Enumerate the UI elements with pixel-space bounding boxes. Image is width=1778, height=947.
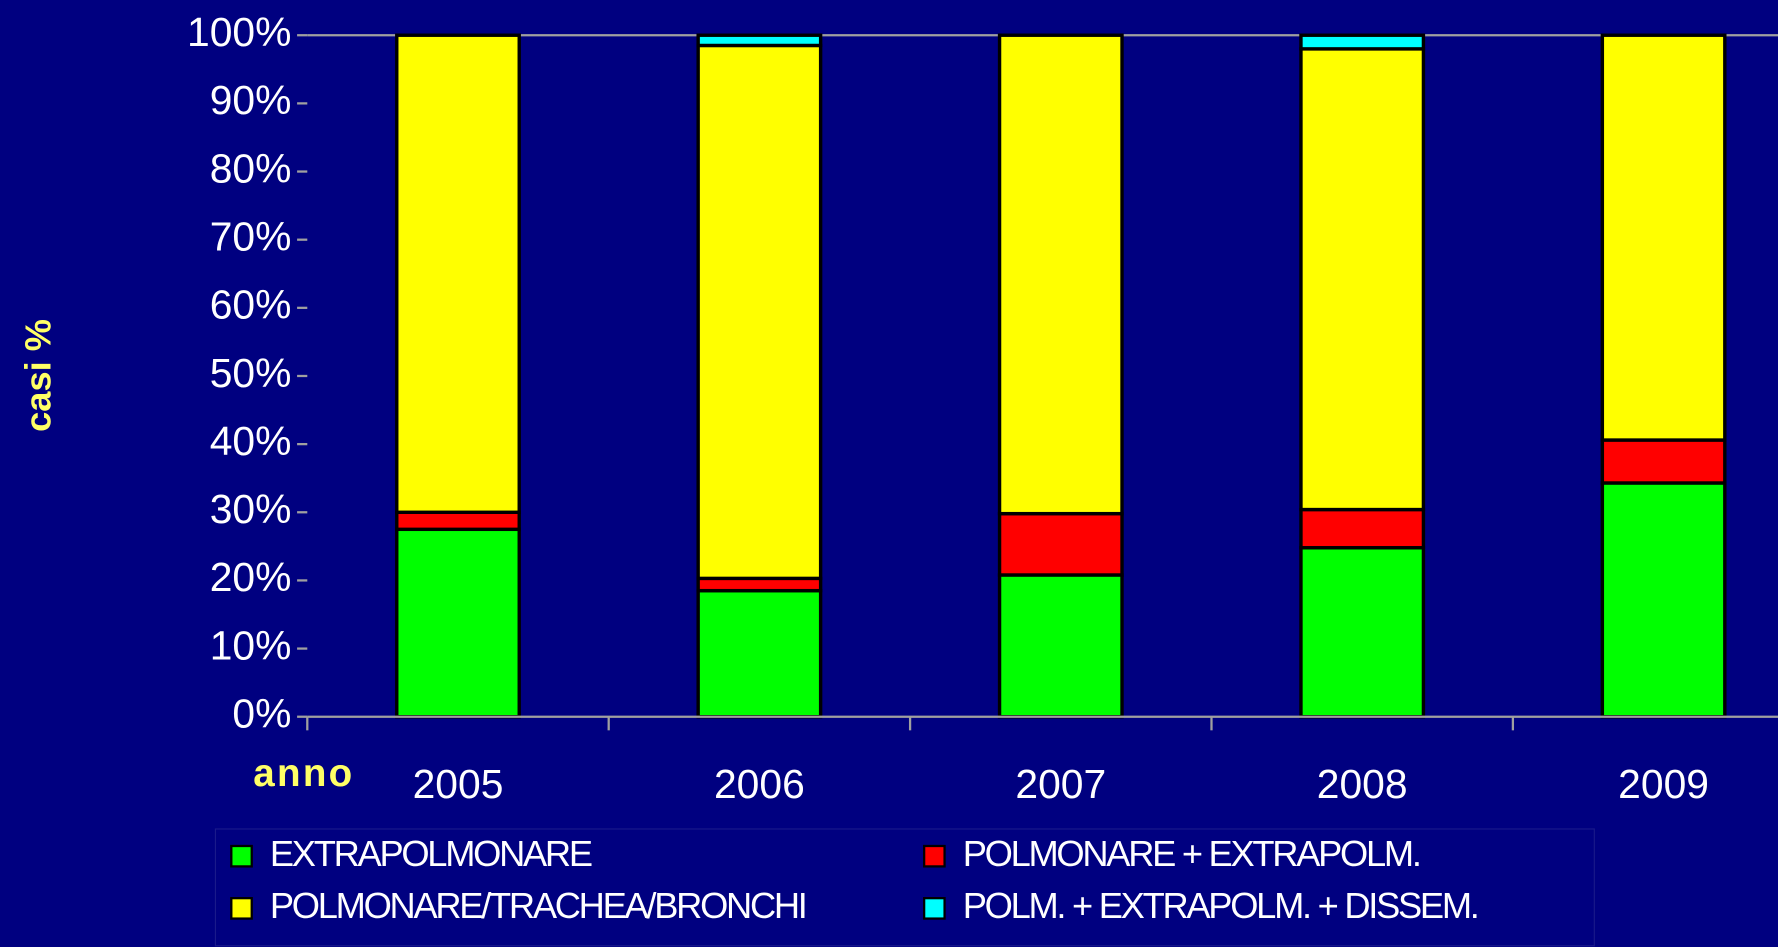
bar-segment xyxy=(696,33,823,48)
bar-segment xyxy=(997,573,1124,719)
bar-segment xyxy=(696,43,823,581)
bar-segment xyxy=(1600,438,1727,485)
y-tick-label: 20% xyxy=(210,554,292,600)
legend-label: EXTRAPOLMONARE xyxy=(270,833,592,874)
y-tick-label: 70% xyxy=(210,213,292,259)
y-tick-label: 80% xyxy=(210,145,292,191)
x-tick-label: 2009 xyxy=(1618,761,1709,807)
x-tick-label: 2008 xyxy=(1317,761,1408,807)
legend-label: POLMONARE/TRACHEA/BRONCHI xyxy=(270,885,806,926)
bar-segment xyxy=(1299,546,1426,719)
y-tick-label: 50% xyxy=(210,350,292,396)
legend-label: POLMONARE + EXTRAPOLM. xyxy=(963,833,1420,874)
bar-segment xyxy=(997,33,1124,516)
bar-segment xyxy=(1299,47,1426,512)
x-tick-label: 2005 xyxy=(413,761,504,807)
bar-segment xyxy=(696,576,823,593)
bar-segment xyxy=(1299,33,1426,51)
x-tick-label: 2007 xyxy=(1015,761,1106,807)
y-tick-label: 40% xyxy=(210,418,292,464)
legend-box xyxy=(214,828,1595,947)
bar-segment xyxy=(696,588,823,719)
bar-segment xyxy=(1299,507,1426,550)
legend-swatch xyxy=(230,897,253,920)
bar-segment xyxy=(395,510,521,532)
legend-swatch xyxy=(923,844,946,868)
bar-segment xyxy=(395,33,521,514)
legend-swatch xyxy=(230,844,253,868)
y-tick-label: 100% xyxy=(187,9,291,55)
legend-label: POLM. + EXTRAPOLM. + DISSEM. xyxy=(963,885,1478,926)
legend-swatch xyxy=(923,897,946,920)
y-tick-label: 10% xyxy=(210,622,292,668)
bar-segment xyxy=(395,527,521,719)
y-tick-label: 0% xyxy=(232,691,291,737)
y-tick-label: 30% xyxy=(210,486,292,532)
bar-segment xyxy=(1600,33,1727,442)
x-tick-label: 2006 xyxy=(714,761,805,807)
bar-segment xyxy=(1600,481,1727,719)
y-axis-label: casi % xyxy=(17,319,58,432)
y-tick-label: 60% xyxy=(210,282,292,328)
x-axis-label: anno xyxy=(253,752,354,795)
bar-segment xyxy=(997,511,1124,577)
y-tick-label: 90% xyxy=(210,77,292,123)
